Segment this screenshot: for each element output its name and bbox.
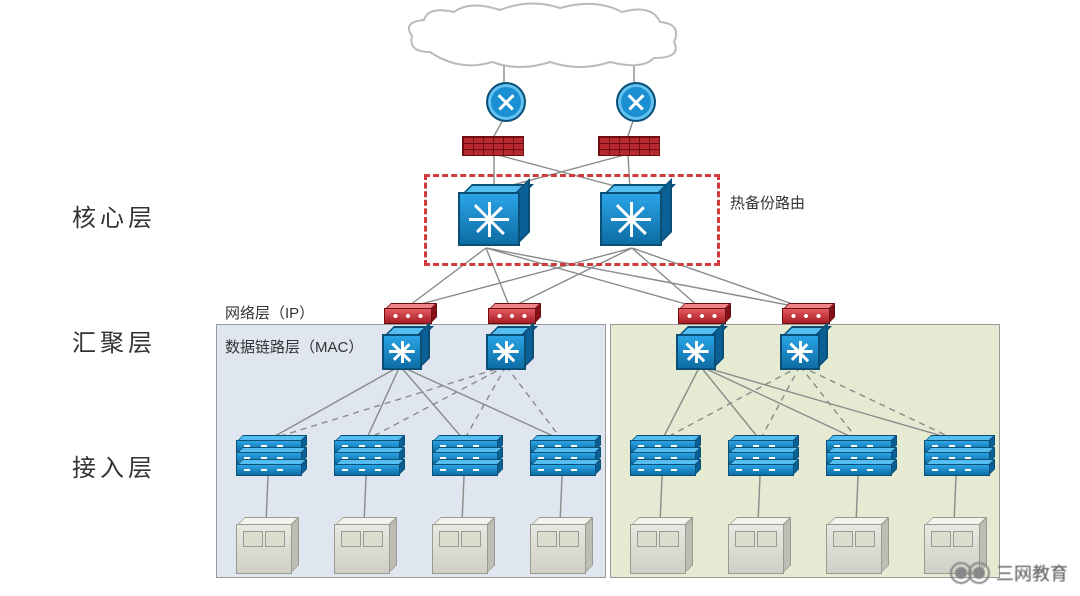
host-icon — [530, 524, 586, 574]
firewall-1-icon — [462, 136, 524, 156]
host-icon — [630, 524, 686, 574]
watermark: 三网教育 — [950, 560, 1068, 586]
wechat-icon — [968, 562, 990, 584]
l3-ip-label: 网络层（IP） — [225, 302, 314, 323]
host-icon — [728, 524, 784, 574]
host-icon — [826, 524, 882, 574]
firewall-2-icon — [598, 136, 660, 156]
internet-cloud-icon — [400, 2, 686, 74]
l3-switch-4-icon — [782, 308, 830, 324]
l3-switch-2-icon — [488, 308, 536, 324]
edge-router-2-icon — [616, 82, 656, 122]
l3-switch-3-icon — [678, 308, 726, 324]
core-layer-label: 核心层 — [72, 198, 156, 233]
edge-router-1-icon — [486, 82, 526, 122]
l3-switch-1-icon — [384, 308, 432, 324]
aggregation-layer-label: 汇聚层 — [72, 323, 156, 358]
diagram-stage: { "dimensions": {"w":1080,"h":596}, "col… — [0, 0, 1080, 596]
hot-standby-label: 热备份路由 — [730, 192, 805, 213]
watermark-text: 三网教育 — [996, 560, 1068, 586]
access-layer-label: 接入层 — [72, 448, 156, 483]
host-icon — [236, 524, 292, 574]
l2-mac-label: 数据链路层（MAC） — [225, 336, 363, 357]
host-icon — [334, 524, 390, 574]
host-icon — [432, 524, 488, 574]
